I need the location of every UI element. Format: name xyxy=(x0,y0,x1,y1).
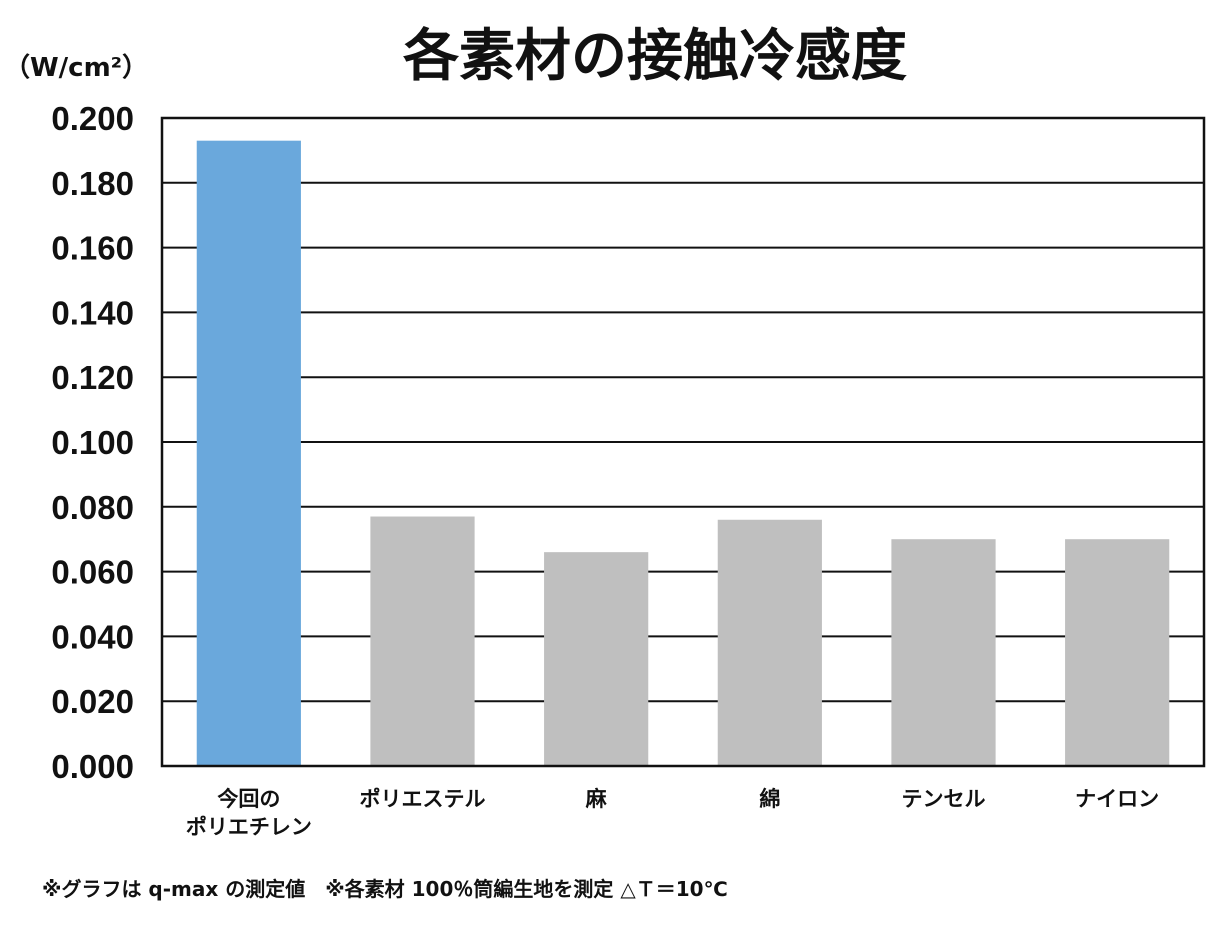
x-tick-label: テンセル xyxy=(902,787,986,811)
plot-frame xyxy=(160,116,1206,768)
x-tick-label: ナイロン xyxy=(1075,787,1159,811)
bar xyxy=(196,140,301,766)
x-tick-label: 綿 xyxy=(759,787,780,811)
bar xyxy=(370,516,475,766)
bars xyxy=(196,140,1170,766)
bar xyxy=(717,519,822,766)
y-tick-label: 0.160 xyxy=(51,230,134,267)
chart-title: 各素材の接触冷感度 xyxy=(403,24,907,89)
y-tick-label: 0.100 xyxy=(51,424,134,461)
x-tick-labels: 今回のポリエチレン ポリエステル 麻 綿 テンセル ナイロン xyxy=(186,787,1159,839)
y-tick-label: 0.140 xyxy=(51,294,134,331)
bar xyxy=(544,552,649,766)
footnote: ※グラフは q-max の測定値 ※各素材 100％筒編生地を測定 △Ｔ＝10℃ xyxy=(42,877,728,901)
y-tick-label: 0.180 xyxy=(51,165,134,202)
gridlines xyxy=(162,181,1204,703)
y-axis-unit: （W/cm²） xyxy=(4,53,148,83)
y-tick-label: 0.080 xyxy=(51,489,134,526)
x-tick-label: 麻 xyxy=(585,787,608,811)
x-tick-label: 今回のポリエチレン xyxy=(186,787,312,839)
y-tick-label: 0.000 xyxy=(51,748,134,785)
bar xyxy=(1065,539,1170,766)
y-tick-label: 0.120 xyxy=(51,359,134,396)
y-tick-label: 0.040 xyxy=(51,618,134,655)
y-tick-labels: 0.000 0.020 0.040 0.060 0.080 0.100 0.120 0.140… xyxy=(51,100,134,785)
y-tick-label: 0.060 xyxy=(51,554,134,591)
bar xyxy=(891,539,996,766)
x-tick-label: ポリエステル xyxy=(360,787,486,811)
y-tick-label: 0.200 xyxy=(51,100,134,137)
y-tick-label: 0.020 xyxy=(51,683,134,720)
